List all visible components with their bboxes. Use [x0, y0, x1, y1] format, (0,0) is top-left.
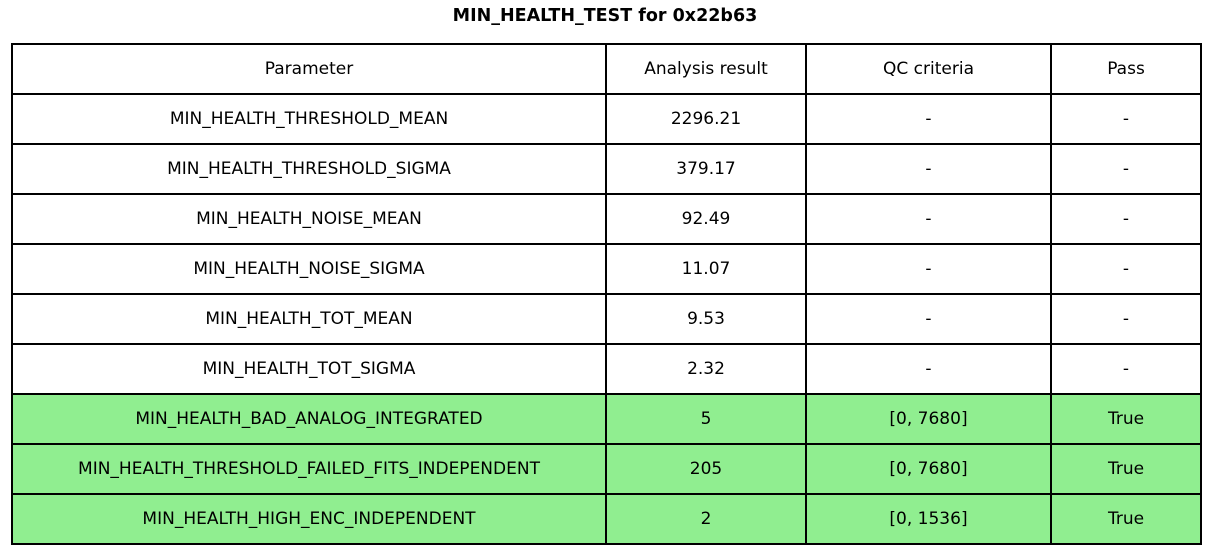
param-cell: MIN_HEALTH_THRESHOLD_SIGMA [11, 143, 607, 195]
qc-cell: - [805, 193, 1052, 245]
param-cell: MIN_HEALTH_THRESHOLD_MEAN [11, 93, 607, 145]
result-cell: 11.07 [605, 243, 807, 295]
table-row: MIN_HEALTH_THRESHOLD_SIGMA 379.17 - - [11, 143, 1202, 195]
header-analysis-result: Analysis result [605, 43, 807, 95]
param-cell: MIN_HEALTH_HIGH_ENC_INDEPENDENT [11, 493, 607, 545]
result-cell: 2 [605, 493, 807, 545]
qc-cell: - [805, 343, 1052, 395]
qc-cell: [0, 7680] [805, 393, 1052, 445]
qc-results-table: Parameter Analysis result QC criteria Pa… [11, 43, 1202, 545]
table-header-row: Parameter Analysis result QC criteria Pa… [11, 43, 1202, 95]
pass-cell: - [1050, 243, 1202, 295]
result-cell: 2.32 [605, 343, 807, 395]
table-row: MIN_HEALTH_NOISE_MEAN 92.49 - - [11, 193, 1202, 245]
header-qc-criteria: QC criteria [805, 43, 1052, 95]
param-cell: MIN_HEALTH_THRESHOLD_FAILED_FITS_INDEPEN… [11, 443, 607, 495]
qc-cell: [0, 7680] [805, 443, 1052, 495]
qc-cell: - [805, 93, 1052, 145]
table-row: MIN_HEALTH_NOISE_SIGMA 11.07 - - [11, 243, 1202, 295]
table-row: MIN_HEALTH_TOT_MEAN 9.53 - - [11, 293, 1202, 345]
pass-cell: - [1050, 343, 1202, 395]
param-cell: MIN_HEALTH_BAD_ANALOG_INTEGRATED [11, 393, 607, 445]
table-row-passed: MIN_HEALTH_THRESHOLD_FAILED_FITS_INDEPEN… [11, 443, 1202, 495]
pass-cell: - [1050, 193, 1202, 245]
result-cell: 379.17 [605, 143, 807, 195]
result-cell: 9.53 [605, 293, 807, 345]
table-row-passed: MIN_HEALTH_BAD_ANALOG_INTEGRATED 5 [0, 7… [11, 393, 1202, 445]
page-title: MIN_HEALTH_TEST for 0x22b63 [452, 6, 758, 26]
result-cell: 5 [605, 393, 807, 445]
result-cell: 92.49 [605, 193, 807, 245]
table-row-passed: MIN_HEALTH_HIGH_ENC_INDEPENDENT 2 [0, 15… [11, 493, 1202, 545]
pass-cell: True [1050, 393, 1202, 445]
pass-cell: - [1050, 143, 1202, 195]
table-row: MIN_HEALTH_TOT_SIGMA 2.32 - - [11, 343, 1202, 395]
table-row: MIN_HEALTH_THRESHOLD_MEAN 2296.21 - - [11, 93, 1202, 145]
result-cell: 205 [605, 443, 807, 495]
pass-cell: True [1050, 493, 1202, 545]
qc-cell: - [805, 243, 1052, 295]
pass-cell: - [1050, 93, 1202, 145]
param-cell: MIN_HEALTH_NOISE_MEAN [11, 193, 607, 245]
param-cell: MIN_HEALTH_TOT_SIGMA [11, 343, 607, 395]
param-cell: MIN_HEALTH_TOT_MEAN [11, 293, 607, 345]
pass-cell: True [1050, 443, 1202, 495]
result-cell: 2296.21 [605, 93, 807, 145]
param-cell: MIN_HEALTH_NOISE_SIGMA [11, 243, 607, 295]
qc-cell: [0, 1536] [805, 493, 1052, 545]
pass-cell: - [1050, 293, 1202, 345]
header-pass: Pass [1050, 43, 1202, 95]
header-parameter: Parameter [11, 43, 607, 95]
qc-cell: - [805, 143, 1052, 195]
qc-cell: - [805, 293, 1052, 345]
